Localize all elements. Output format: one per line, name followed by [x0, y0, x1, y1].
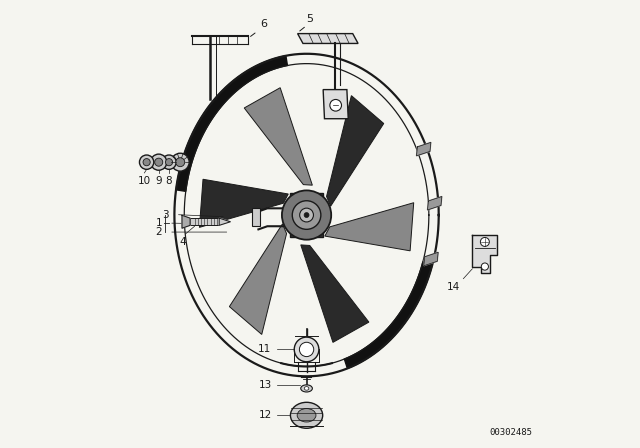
Ellipse shape [301, 385, 312, 392]
Text: 10: 10 [138, 176, 151, 185]
Circle shape [300, 208, 314, 222]
Polygon shape [428, 197, 442, 210]
Polygon shape [323, 90, 348, 119]
Text: 14: 14 [447, 282, 460, 292]
Circle shape [481, 237, 490, 246]
Text: 3: 3 [163, 210, 169, 220]
Polygon shape [298, 34, 358, 43]
Text: 6: 6 [260, 19, 268, 29]
Polygon shape [417, 142, 431, 156]
Polygon shape [301, 245, 369, 342]
Circle shape [481, 263, 488, 270]
Circle shape [162, 155, 176, 169]
Polygon shape [182, 215, 190, 228]
Text: 1: 1 [156, 218, 163, 228]
Text: 8: 8 [166, 176, 172, 185]
Polygon shape [325, 202, 413, 251]
Polygon shape [424, 252, 438, 266]
Circle shape [155, 158, 163, 166]
Ellipse shape [300, 342, 314, 357]
Ellipse shape [304, 387, 308, 390]
Polygon shape [229, 224, 287, 335]
Polygon shape [176, 56, 287, 191]
Text: 5: 5 [306, 14, 313, 24]
Polygon shape [200, 179, 288, 228]
FancyBboxPatch shape [290, 193, 323, 237]
Polygon shape [219, 218, 230, 225]
Circle shape [330, 99, 342, 111]
Circle shape [140, 155, 154, 169]
Text: 9: 9 [156, 176, 162, 185]
Circle shape [282, 190, 332, 240]
Ellipse shape [291, 402, 323, 428]
Polygon shape [344, 262, 432, 368]
Circle shape [165, 159, 173, 166]
Ellipse shape [297, 409, 316, 422]
Text: 00302485: 00302485 [490, 428, 532, 437]
Bar [190, 218, 219, 225]
Text: 13: 13 [259, 380, 271, 390]
Polygon shape [244, 88, 312, 185]
Circle shape [172, 153, 189, 171]
Circle shape [176, 158, 185, 167]
Text: 12: 12 [259, 410, 271, 420]
Circle shape [143, 159, 150, 166]
Polygon shape [326, 95, 384, 206]
Circle shape [304, 212, 309, 217]
Text: 4: 4 [179, 237, 186, 247]
Circle shape [150, 154, 167, 170]
Text: 7: 7 [177, 176, 184, 185]
Circle shape [292, 201, 321, 229]
Text: 2: 2 [156, 227, 163, 237]
Bar [252, 208, 260, 226]
Ellipse shape [294, 337, 319, 362]
Text: 11: 11 [257, 344, 271, 353]
Polygon shape [472, 235, 497, 273]
